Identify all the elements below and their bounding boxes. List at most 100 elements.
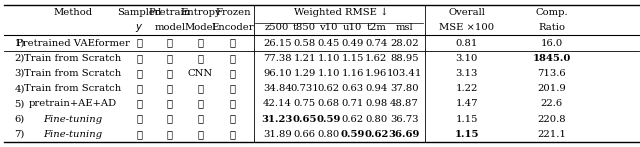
Text: 2): 2)	[14, 54, 24, 63]
Text: ✗: ✗	[230, 115, 236, 124]
Text: Pretrain: Pretrain	[148, 8, 191, 17]
Text: 201.9: 201.9	[537, 84, 566, 93]
Text: 7): 7)	[14, 130, 24, 139]
Text: MSE ×100: MSE ×100	[439, 23, 494, 32]
Text: u10: u10	[343, 23, 362, 32]
Text: 3.13: 3.13	[455, 69, 477, 78]
Text: 220.8: 220.8	[538, 115, 566, 124]
Text: 96.10: 96.10	[263, 69, 292, 78]
Text: 31.23: 31.23	[262, 115, 293, 124]
Text: 22.6: 22.6	[541, 99, 563, 108]
Text: 0.45: 0.45	[317, 39, 340, 48]
Text: 0.81: 0.81	[455, 39, 477, 48]
Text: 0.80: 0.80	[365, 115, 387, 124]
Text: 1.47: 1.47	[455, 99, 478, 108]
Text: Model: Model	[184, 23, 216, 32]
Text: 0.68: 0.68	[317, 99, 340, 108]
Text: Comp.: Comp.	[535, 8, 568, 17]
Text: 0.59: 0.59	[340, 130, 365, 139]
Text: 1.21: 1.21	[293, 54, 316, 63]
Text: 3.10: 3.10	[455, 54, 477, 63]
Text: 0.62: 0.62	[317, 84, 340, 93]
Text: 1.15: 1.15	[342, 54, 364, 63]
Text: Fine-tuning: Fine-tuning	[43, 130, 102, 139]
Text: ✓: ✓	[136, 84, 142, 93]
Text: Method: Method	[53, 8, 92, 17]
Text: 48.87: 48.87	[390, 99, 419, 108]
Text: ✗: ✗	[197, 99, 204, 108]
Text: 1.10: 1.10	[317, 69, 340, 78]
Text: 77.38: 77.38	[263, 54, 292, 63]
Text: Train from Scratch: Train from Scratch	[24, 69, 122, 78]
Text: Overall: Overall	[448, 8, 485, 17]
Text: 0.59: 0.59	[317, 115, 341, 124]
Text: ✓: ✓	[230, 130, 236, 139]
Text: ✗: ✗	[167, 54, 173, 63]
Text: 0.63: 0.63	[342, 84, 364, 93]
Text: 1.29: 1.29	[293, 69, 316, 78]
Text: Weighted RMSE ↓: Weighted RMSE ↓	[294, 8, 388, 17]
Text: 1.10: 1.10	[317, 54, 340, 63]
Text: ✓: ✓	[136, 39, 142, 48]
Text: ✗: ✗	[230, 84, 236, 93]
Text: 713.6: 713.6	[538, 69, 566, 78]
Text: ✗: ✗	[136, 54, 142, 63]
Text: ✓: ✓	[136, 115, 142, 124]
Text: ✓: ✓	[167, 130, 173, 139]
Text: ✗: ✗	[230, 39, 236, 48]
Text: 5): 5)	[14, 99, 24, 108]
Text: 1.96: 1.96	[365, 69, 387, 78]
Text: 16.0: 16.0	[541, 39, 563, 48]
Text: Train from Scratch: Train from Scratch	[24, 54, 122, 63]
Text: pretrain+AE+AD: pretrain+AE+AD	[29, 99, 116, 108]
Text: v10: v10	[319, 23, 338, 32]
Text: ✓: ✓	[197, 130, 204, 139]
Text: 1.15: 1.15	[455, 115, 478, 124]
Text: 34.84: 34.84	[263, 84, 292, 93]
Text: Ratio: Ratio	[538, 23, 565, 32]
Text: 1.62: 1.62	[365, 54, 387, 63]
Text: t850: t850	[293, 23, 316, 32]
Text: t2m: t2m	[366, 23, 387, 32]
Text: 0.94: 0.94	[365, 84, 387, 93]
Text: 0.62: 0.62	[342, 115, 364, 124]
Text: 0.71: 0.71	[342, 99, 364, 108]
Text: 1.16: 1.16	[342, 69, 364, 78]
Text: 0.74: 0.74	[365, 39, 387, 48]
Text: 0.731: 0.731	[290, 84, 319, 93]
Text: Fine-tuning: Fine-tuning	[43, 115, 102, 124]
Text: 0.62: 0.62	[364, 130, 388, 139]
Text: 31.89: 31.89	[263, 130, 292, 139]
Text: 0.65: 0.65	[292, 115, 317, 124]
Text: Sampled: Sampled	[117, 8, 161, 17]
Text: msl: msl	[396, 23, 413, 32]
Text: ✗: ✗	[167, 69, 173, 78]
Text: model: model	[154, 23, 186, 32]
Text: 4): 4)	[14, 84, 25, 93]
Text: 26.15: 26.15	[263, 39, 292, 48]
Text: 1.22: 1.22	[455, 84, 477, 93]
Text: 0.58: 0.58	[293, 39, 316, 48]
Text: 37.80: 37.80	[390, 84, 419, 93]
Text: ✓: ✓	[167, 99, 173, 108]
Text: Train from Scratch: Train from Scratch	[24, 84, 122, 93]
Text: ✗: ✗	[230, 54, 236, 63]
Text: ✗: ✗	[167, 84, 173, 93]
Text: ✓: ✓	[197, 115, 204, 124]
Text: Frozen: Frozen	[215, 8, 251, 17]
Text: 36.69: 36.69	[388, 130, 420, 139]
Text: ✓: ✓	[136, 99, 142, 108]
Text: Encoder: Encoder	[211, 23, 254, 32]
Text: 3): 3)	[14, 69, 24, 78]
Text: 0.80: 0.80	[317, 130, 340, 139]
Text: ✗: ✗	[197, 39, 204, 48]
Text: ✓: ✓	[167, 39, 173, 48]
Text: 1.15: 1.15	[454, 130, 479, 139]
Text: ✓: ✓	[136, 69, 142, 78]
Text: 1845.0: 1845.0	[532, 54, 571, 63]
Text: 88.95: 88.95	[390, 54, 419, 63]
Text: z500: z500	[265, 23, 289, 32]
Text: 0.98: 0.98	[365, 99, 387, 108]
Text: $y$: $y$	[135, 22, 143, 34]
Text: ✓: ✓	[167, 115, 173, 124]
